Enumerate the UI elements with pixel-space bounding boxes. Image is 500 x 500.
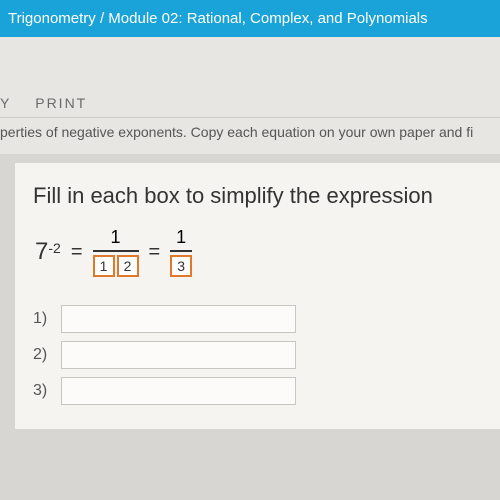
answer-label-2: 2) <box>33 346 55 364</box>
module-banner: Trigonometry / Module 02: Rational, Comp… <box>0 0 500 37</box>
exponent: -2 <box>48 240 60 256</box>
equals-sign: = <box>71 241 83 264</box>
equation-row: 7-2 = 1 1 2 = 1 3 <box>33 227 500 277</box>
fraction-2-denominator: 3 <box>170 252 192 277</box>
question-prompt: Fill in each box to simplify the express… <box>33 183 500 209</box>
instruction-text: perties of negative exponents. Copy each… <box>0 118 500 154</box>
answer-label-3: 3) <box>33 382 55 400</box>
spacer <box>0 37 500 89</box>
blank-2[interactable]: 2 <box>117 255 139 277</box>
toolbar-item-partial[interactable]: Y <box>0 95 11 111</box>
answer-label-1: 1) <box>33 310 55 328</box>
answer-row: 1) <box>33 305 500 333</box>
answer-input-1[interactable] <box>61 305 296 333</box>
fraction-2-numerator: 1 <box>172 227 190 250</box>
fraction-1: 1 1 2 <box>93 227 139 277</box>
answer-row: 3) <box>33 377 500 405</box>
base-term: 7-2 <box>35 238 61 266</box>
question-card: Fill in each box to simplify the express… <box>14 162 500 430</box>
answer-list: 1) 2) 3) <box>33 305 500 405</box>
blank-3[interactable]: 3 <box>170 255 192 277</box>
module-title: Trigonometry / Module 02: Rational, Comp… <box>8 10 428 27</box>
fraction-1-denominator: 1 2 <box>93 252 139 277</box>
answer-input-3[interactable] <box>61 377 296 405</box>
base-number: 7 <box>35 238 48 266</box>
answer-input-2[interactable] <box>61 341 296 369</box>
equals-sign-2: = <box>149 241 161 264</box>
fraction-2: 1 3 <box>170 227 192 277</box>
print-button[interactable]: PRINT <box>35 95 87 111</box>
blank-1[interactable]: 1 <box>93 255 115 277</box>
answer-row: 2) <box>33 341 500 369</box>
toolbar: Y PRINT <box>0 89 500 118</box>
fraction-1-numerator: 1 <box>106 227 124 250</box>
